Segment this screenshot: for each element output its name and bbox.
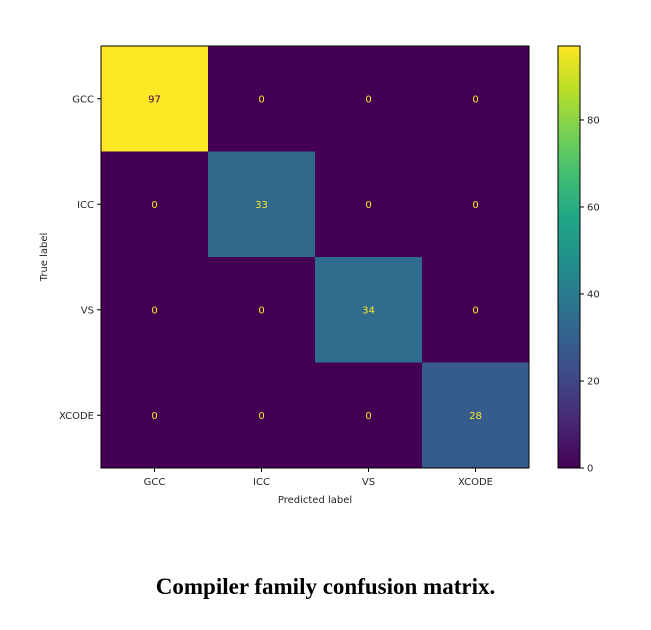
x-tick-label: GCC (144, 477, 166, 488)
x-axis-ticks: GCC ICC VS XCODE (144, 468, 493, 488)
heatmap-cell-xcode-vs (315, 362, 423, 469)
cell-value-label: 97 (148, 94, 161, 105)
colorbar-tick-label: 20 (587, 376, 600, 387)
x-tick-label: XCODE (458, 477, 493, 488)
heatmap-cell-icc-vs (315, 151, 423, 258)
y-tick-label: GCC (72, 94, 94, 105)
cell-value-label: 0 (472, 305, 478, 316)
colorbar-gradient (557, 45, 581, 469)
heatmap-cell-gcc-vs (315, 46, 423, 152)
x-axis-label: Predicted label (278, 495, 352, 506)
y-tick-label: ICC (77, 200, 94, 211)
cell-value-label: 34 (362, 305, 375, 316)
cell-value-label: 0 (151, 411, 157, 422)
cell-value-label: 0 (258, 305, 264, 316)
y-axis-ticks: GCC ICC VS XCODE (59, 94, 101, 422)
heatmap-cell-xcode-icc (208, 362, 316, 469)
colorbar-tick-label: 60 (587, 202, 600, 213)
cell-value-label: 0 (365, 411, 371, 422)
heatmap-cell-gcc-xcode (422, 46, 530, 152)
colorbar-ticks: 0 20 40 60 80 (580, 115, 600, 475)
cell-value-label: 0 (472, 200, 478, 211)
cell-value-labels: 97 0 0 0 0 33 0 0 0 0 34 0 0 0 0 28 (148, 94, 482, 422)
heatmap-cell-vs-gcc (101, 257, 209, 363)
figure-caption: Compiler family confusion matrix. (155, 574, 496, 599)
cell-value-label: 0 (151, 305, 157, 316)
heatmap-cell-vs-xcode (422, 257, 530, 363)
colorbar-tick-label: 80 (587, 115, 600, 126)
colorbar-tick-label: 40 (587, 289, 600, 300)
cell-value-label: 0 (365, 200, 371, 211)
y-axis-label: True label (39, 233, 50, 283)
confusion-matrix-figure: 97 0 0 0 0 33 0 0 0 0 34 0 0 0 0 28 GCC ICC VS XCODE GCC IC… (39, 45, 600, 506)
heatmap-cell-icc-gcc (101, 151, 209, 258)
colorbar: 0 20 40 60 80 (557, 45, 600, 475)
heatmap-cells (101, 46, 530, 469)
heatmap-cell-icc-icc (208, 151, 316, 258)
cell-value-label: 0 (472, 94, 478, 105)
colorbar-tick-label: 0 (587, 464, 593, 475)
cell-value-label: 0 (151, 200, 157, 211)
heatmap-cell-gcc-gcc (101, 46, 209, 152)
cell-value-label: 0 (258, 411, 264, 422)
heatmap-cell-xcode-gcc (101, 362, 209, 469)
heatmap-cell-icc-xcode (422, 151, 530, 258)
heatmap-cell-xcode-xcode (422, 362, 530, 469)
heatmap-cell-vs-vs (315, 257, 423, 363)
x-tick-label: VS (362, 477, 375, 488)
cell-value-label: 33 (255, 200, 268, 211)
heatmap-cell-gcc-icc (208, 46, 316, 152)
cell-value-label: 28 (469, 411, 482, 422)
cell-value-label: 0 (258, 94, 264, 105)
plot-frame (100, 45, 530, 469)
y-tick-label: XCODE (59, 411, 94, 422)
cell-value-label: 0 (365, 94, 371, 105)
y-tick-label: VS (81, 305, 94, 316)
x-tick-label: ICC (253, 477, 270, 488)
heatmap-cell-vs-icc (208, 257, 316, 363)
